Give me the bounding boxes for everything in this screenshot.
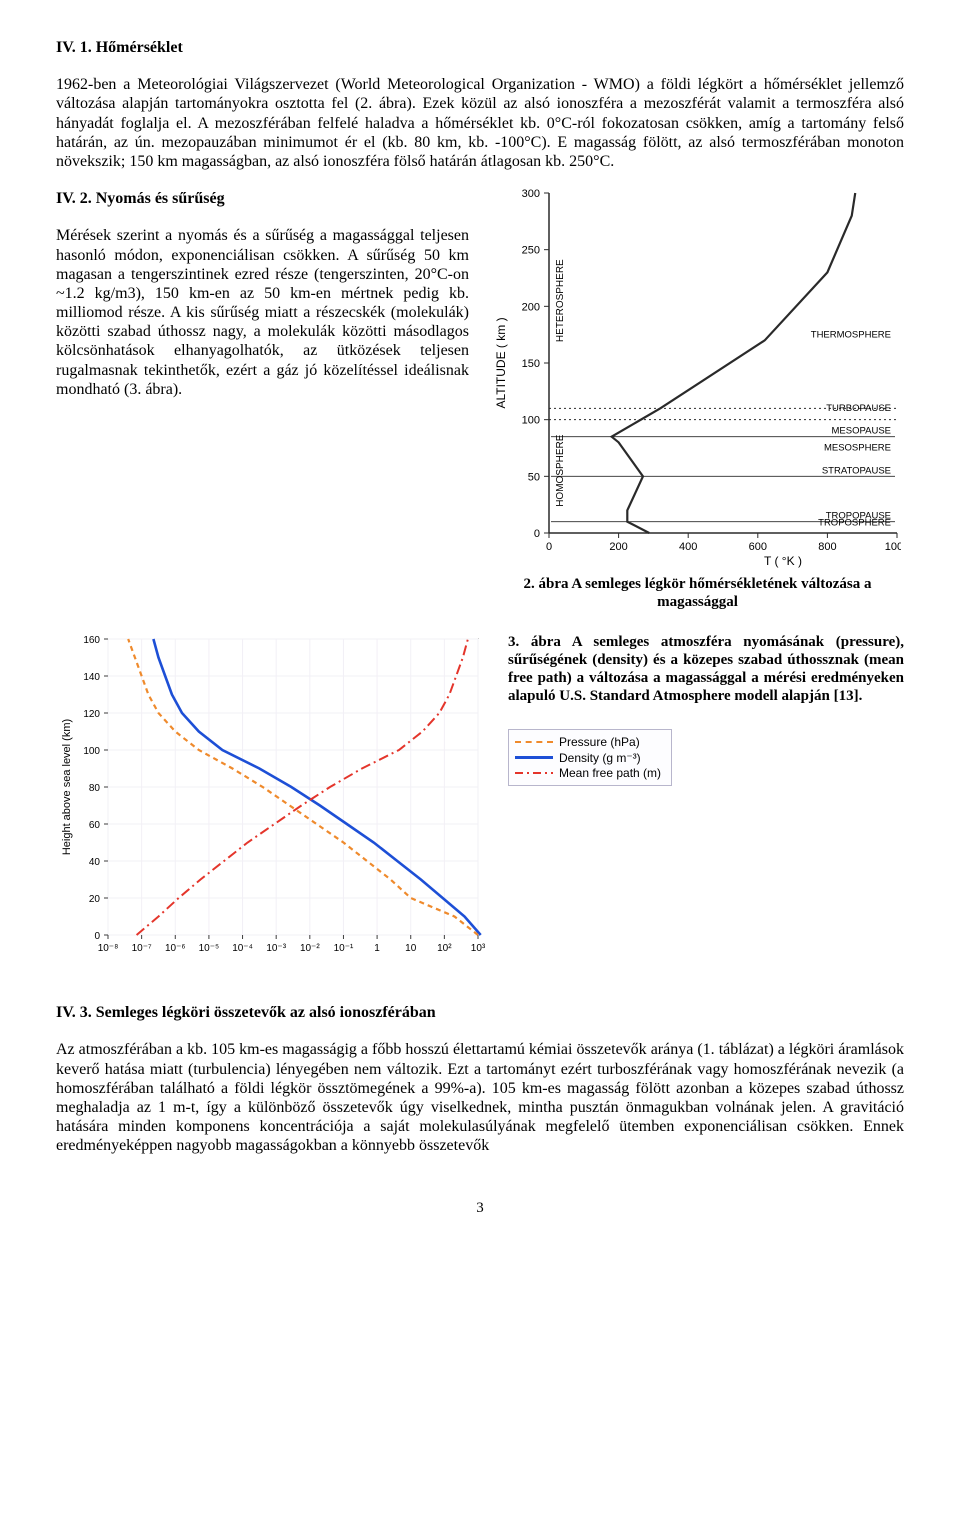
svg-text:80: 80 [89,783,101,794]
svg-text:200: 200 [522,301,540,313]
svg-text:800: 800 [818,541,836,553]
svg-text:10⁻⁷: 10⁻⁷ [132,943,152,954]
svg-text:MESOPAUSE: MESOPAUSE [832,426,891,437]
svg-text:10⁻⁴: 10⁻⁴ [232,943,253,954]
svg-text:60: 60 [89,820,101,831]
svg-text:0: 0 [534,528,540,540]
heading-iv2: IV. 2. Nyomás és sűrűség [56,189,469,208]
heading-iv3: IV. 3. Semleges légköri összetevők az al… [56,1003,904,1022]
svg-text:10⁻⁵: 10⁻⁵ [199,943,220,954]
svg-text:250: 250 [522,245,540,257]
svg-text:TROPOSPHERE: TROPOSPHERE [818,518,891,529]
svg-text:100: 100 [522,415,540,427]
svg-text:0: 0 [546,541,552,553]
svg-text:0: 0 [94,931,100,942]
para-iv1: 1962-ben a Meteorológiai Világszervezet … [56,75,904,171]
svg-text:400: 400 [679,541,697,553]
para-iv3: Az atmoszférában a kb. 105 km-es magassá… [56,1040,904,1155]
svg-text:HOMOSPHERE: HOMOSPHERE [555,434,566,507]
svg-text:120: 120 [83,709,100,720]
svg-text:10⁻⁸: 10⁻⁸ [98,943,119,954]
svg-text:1: 1 [374,943,380,954]
svg-text:200: 200 [609,541,627,553]
svg-text:TURBOPAUSE: TURBOPAUSE [826,403,891,414]
legend-density: Density (g m⁻³) [559,751,641,765]
svg-text:10: 10 [405,943,417,954]
svg-text:10³: 10³ [471,943,486,954]
svg-text:140: 140 [83,672,100,683]
svg-text:STRATOPAUSE: STRATOPAUSE [822,465,891,476]
figure-3-chart: 10⁻⁸ 10⁻⁷ 10⁻⁶ 10⁻⁵ 10⁻⁴ 10⁻³ 10⁻² 10⁻¹ 1 10 10² 10… [56,633,486,963]
svg-text:T ( °K ): T ( °K ) [764,554,802,568]
figure-3-legend: Pressure (hPa) Density (g m⁻³) Mean free… [508,729,672,786]
svg-text:20: 20 [89,894,101,905]
svg-text:150: 150 [522,358,540,370]
svg-text:600: 600 [749,541,767,553]
figure-2-caption: 2. ábra A semleges légkör hőmérsékleténe… [491,575,904,611]
page-number: 3 [56,1199,904,1217]
figure-3-caption: 3. ábra A semleges atmoszféra nyomásának… [508,633,904,705]
para-iv2: Mérések szerint a nyomás és a sűrűség a … [56,226,469,399]
svg-text:10⁻²: 10⁻² [300,943,320,954]
svg-text:10²: 10² [437,943,452,954]
svg-text:160: 160 [83,635,100,646]
heading-iv1: IV. 1. Hőmérséklet [56,38,904,57]
svg-text:THERMOSPHERE: THERMOSPHERE [811,329,891,340]
svg-text:Height above sea level (km): Height above sea level (km) [61,719,73,855]
svg-text:10⁻⁶: 10⁻⁶ [165,943,186,954]
svg-text:ALTITUDE ( km ): ALTITUDE ( km ) [494,318,508,409]
svg-text:100: 100 [83,746,100,757]
legend-pressure: Pressure (hPa) [559,735,640,749]
svg-text:1000: 1000 [885,541,901,553]
svg-text:10⁻¹: 10⁻¹ [334,943,354,954]
svg-text:10⁻³: 10⁻³ [266,943,286,954]
figure-2-chart: 0 200 400 600 800 1000 0 50 100 150 200 250 300 T ( °… [491,189,901,569]
svg-text:MESOSPHERE: MESOSPHERE [824,443,891,454]
svg-text:300: 300 [522,189,540,200]
svg-text:HETEROSPHERE: HETEROSPHERE [555,259,566,342]
svg-text:40: 40 [89,857,101,868]
svg-text:50: 50 [528,471,540,483]
legend-mfp: Mean free path (m) [559,766,661,780]
